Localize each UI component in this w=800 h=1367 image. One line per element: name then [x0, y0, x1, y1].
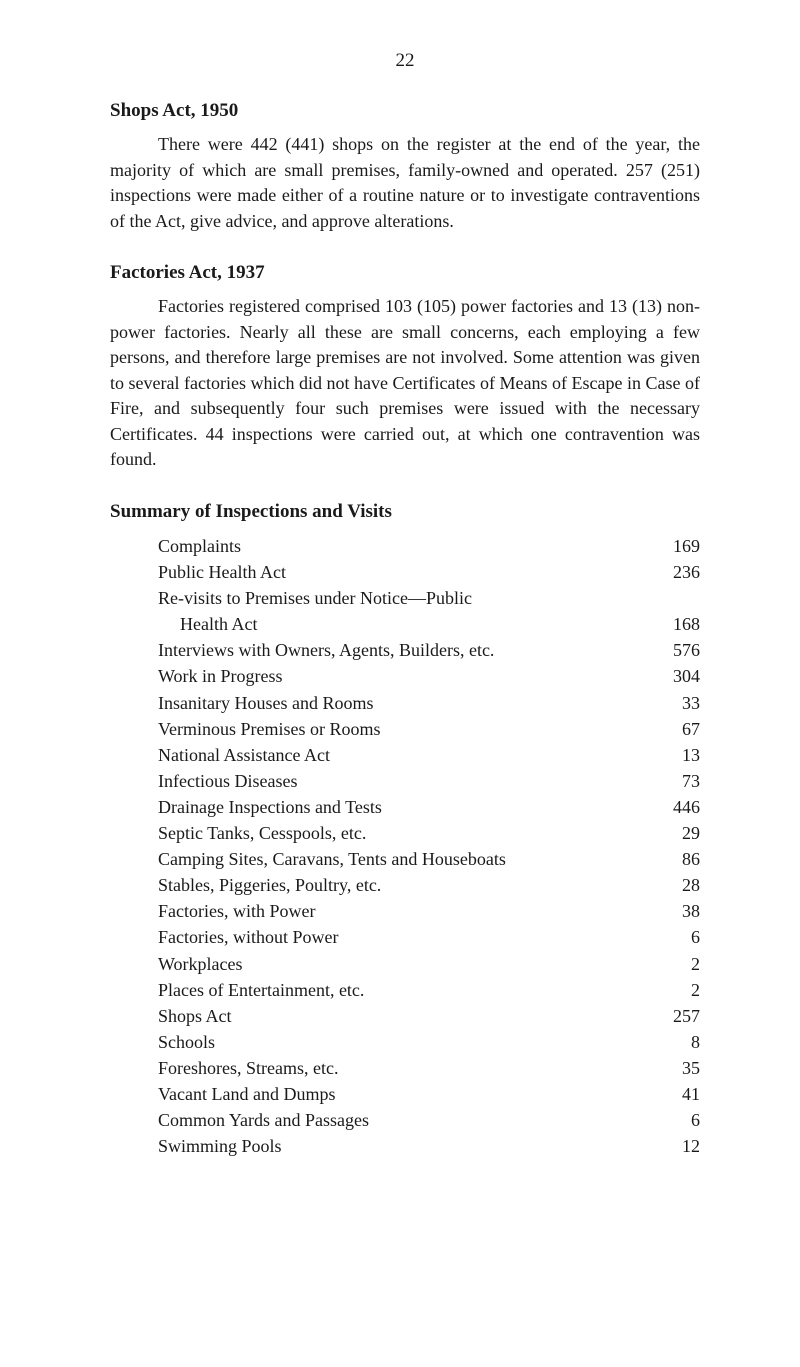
summary-label: Factories, without Power — [158, 924, 650, 950]
summary-label: Vacant Land and Dumps — [158, 1081, 650, 1107]
summary-heading: Summary of Inspections and Visits — [110, 501, 700, 523]
summary-value: 28 — [650, 872, 700, 898]
summary-label: Workplaces — [158, 951, 650, 977]
summary-value: 2 — [650, 951, 700, 977]
summary-value: 8 — [650, 1029, 700, 1055]
shops-act-section: Shops Act, 1950 There were 442 (441) sho… — [110, 100, 700, 234]
summary-label: Insanitary Houses and Rooms — [158, 690, 650, 716]
summary-label: Complaints — [158, 533, 650, 559]
summary-value: 38 — [650, 898, 700, 924]
summary-row: Health Act 168 — [110, 611, 700, 637]
summary-label: Re-visits to Premises under Notice—Publi… — [158, 588, 472, 608]
summary-value: 67 — [650, 716, 700, 742]
summary-row: Factories, without Power 6 — [110, 924, 700, 950]
summary-value: 168 — [650, 611, 700, 637]
summary-row: Septic Tanks, Cesspools, etc. 29 — [110, 820, 700, 846]
summary-label: Shops Act — [158, 1003, 650, 1029]
summary-row: Re-visits to Premises under Notice—Publi… — [110, 585, 700, 611]
summary-row: Stables, Piggeries, Poultry, etc. 28 — [110, 872, 700, 898]
summary-label: Public Health Act — [158, 559, 650, 585]
summary-label: Factories, with Power — [158, 898, 650, 924]
summary-value: 2 — [650, 977, 700, 1003]
summary-label: Foreshores, Streams, etc. — [158, 1055, 650, 1081]
summary-value: 446 — [650, 794, 700, 820]
shops-act-heading: Shops Act, 1950 — [110, 100, 700, 122]
summary-value: 6 — [650, 1107, 700, 1133]
summary-label: Camping Sites, Caravans, Tents and House… — [158, 846, 650, 872]
summary-label: Places of Entertainment, etc. — [158, 977, 650, 1003]
summary-row: Drainage Inspections and Tests 446 — [110, 794, 700, 820]
summary-row: Vacant Land and Dumps 41 — [110, 1081, 700, 1107]
summary-value: 33 — [650, 690, 700, 716]
summary-value: 12 — [650, 1133, 700, 1159]
summary-label: Health Act — [180, 611, 650, 637]
summary-value: 304 — [650, 663, 700, 689]
factories-act-paragraph: Factories registered comprised 103 (105)… — [110, 294, 700, 473]
summary-value: 13 — [650, 742, 700, 768]
summary-label: Verminous Premises or Rooms — [158, 716, 650, 742]
summary-row: Work in Progress 304 — [110, 663, 700, 689]
summary-label: Schools — [158, 1029, 650, 1055]
summary-label: Work in Progress — [158, 663, 650, 689]
summary-label: Drainage Inspections and Tests — [158, 794, 650, 820]
factories-act-section: Factories Act, 1937 Factories registered… — [110, 262, 700, 473]
summary-row: Infectious Diseases 73 — [110, 768, 700, 794]
summary-row: Insanitary Houses and Rooms 33 — [110, 690, 700, 716]
summary-value: 35 — [650, 1055, 700, 1081]
summary-value: 41 — [650, 1081, 700, 1107]
summary-row: Places of Entertainment, etc. 2 — [110, 977, 700, 1003]
summary-label: Septic Tanks, Cesspools, etc. — [158, 820, 650, 846]
summary-label: Common Yards and Passages — [158, 1107, 650, 1133]
factories-act-heading: Factories Act, 1937 — [110, 262, 700, 284]
summary-row: Interviews with Owners, Agents, Builders… — [110, 637, 700, 663]
summary-label: National Assistance Act — [158, 742, 650, 768]
summary-row: Complaints 169 — [110, 533, 700, 559]
summary-row: Camping Sites, Caravans, Tents and House… — [110, 846, 700, 872]
summary-label: Swimming Pools — [158, 1133, 650, 1159]
summary-row: Verminous Premises or Rooms 67 — [110, 716, 700, 742]
summary-value: 86 — [650, 846, 700, 872]
summary-label: Interviews with Owners, Agents, Builders… — [158, 637, 650, 663]
summary-row: Public Health Act 236 — [110, 559, 700, 585]
summary-row: Shops Act 257 — [110, 1003, 700, 1029]
shops-act-paragraph: There were 442 (441) shops on the regist… — [110, 132, 700, 234]
page-number: 22 — [110, 50, 700, 72]
summary-value: 236 — [650, 559, 700, 585]
summary-value: 576 — [650, 637, 700, 663]
summary-row: Common Yards and Passages 6 — [110, 1107, 700, 1133]
summary-row: National Assistance Act 13 — [110, 742, 700, 768]
summary-row: Foreshores, Streams, etc. 35 — [110, 1055, 700, 1081]
summary-value: 169 — [650, 533, 700, 559]
summary-value: 29 — [650, 820, 700, 846]
summary-section: Summary of Inspections and Visits Compla… — [110, 501, 700, 1159]
summary-value: 257 — [650, 1003, 700, 1029]
summary-list: Complaints 169Public Health Act 236 Re-vi… — [110, 533, 700, 1159]
summary-row: Workplaces 2 — [110, 951, 700, 977]
summary-label: Stables, Piggeries, Poultry, etc. — [158, 872, 650, 898]
summary-label: Infectious Diseases — [158, 768, 650, 794]
summary-value: 73 — [650, 768, 700, 794]
summary-value: 6 — [650, 924, 700, 950]
summary-row: Schools 8 — [110, 1029, 700, 1055]
summary-row: Factories, with Power 38 — [110, 898, 700, 924]
summary-row: Swimming Pools 12 — [110, 1133, 700, 1159]
